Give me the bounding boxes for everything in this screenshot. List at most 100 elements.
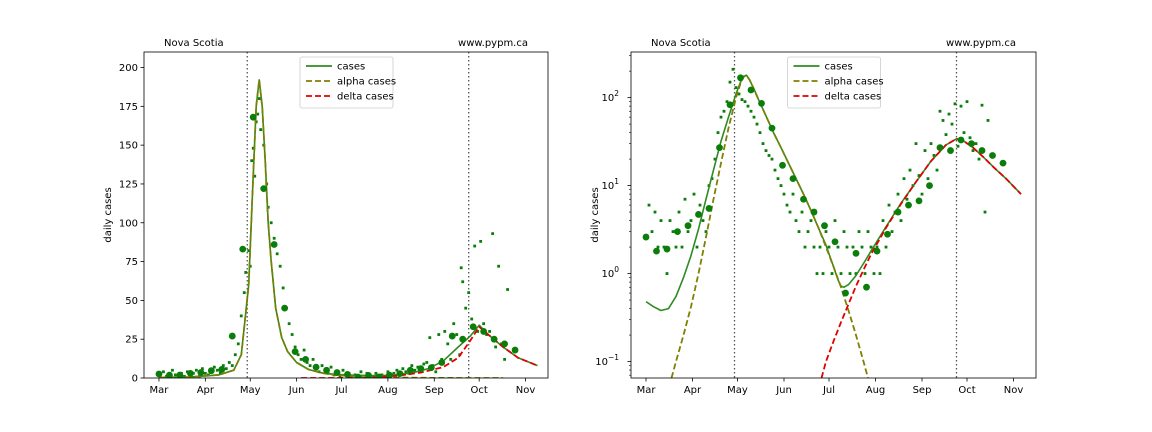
daily-point <box>479 239 483 243</box>
weekly-point <box>406 366 414 374</box>
daily-point <box>296 353 300 357</box>
daily-point <box>227 361 231 364</box>
legend-label: cases <box>825 62 853 73</box>
region-label: Nova Scotia <box>164 38 224 49</box>
daily-point <box>686 230 690 233</box>
daily-point <box>842 230 846 233</box>
daily-point <box>467 291 471 295</box>
daily-point <box>701 219 705 222</box>
daily-point <box>476 330 480 333</box>
x-tick-label: Oct <box>471 385 488 396</box>
weekly-point <box>427 364 435 371</box>
daily-point <box>779 184 783 187</box>
y-axis-label: daily cases <box>590 187 601 242</box>
daily-point <box>899 219 903 222</box>
legend-label: delta cases <box>337 92 394 103</box>
y-tick-label: 100 <box>601 265 619 280</box>
daily-point <box>482 322 486 326</box>
weekly-point <box>239 245 247 253</box>
weekly-point <box>323 366 330 374</box>
daily-point <box>920 192 924 196</box>
daily-point <box>704 230 708 233</box>
daily-point <box>719 115 723 119</box>
weekly-point <box>663 245 671 253</box>
daily-point <box>818 245 822 249</box>
weekly-point <box>968 140 975 148</box>
daily-point <box>392 371 396 375</box>
weekly-point <box>915 197 923 205</box>
weekly-point <box>459 335 467 343</box>
y-tick-label: 200 <box>119 63 138 74</box>
weekly-point <box>926 182 933 189</box>
weekly-point <box>894 208 902 216</box>
daily-point <box>503 357 507 361</box>
daily-point <box>752 115 756 119</box>
daily-point <box>233 353 237 357</box>
weekly-point <box>936 144 944 152</box>
daily-point <box>743 100 747 104</box>
daily-point <box>725 100 729 104</box>
daily-point <box>224 367 228 371</box>
weekly-point <box>490 335 498 343</box>
daily-point <box>737 92 741 96</box>
daily-point <box>902 177 906 181</box>
daily-point <box>731 67 735 71</box>
weekly-point <box>989 152 996 159</box>
daily-point <box>716 131 720 135</box>
daily-point <box>749 109 753 113</box>
daily-point <box>950 122 954 126</box>
legend-label: delta cases <box>825 92 882 103</box>
weekly-point <box>260 185 268 193</box>
daily-point <box>773 168 777 172</box>
x-tick-label: Nov <box>516 385 536 396</box>
daily-point <box>320 364 324 367</box>
daily-point <box>302 348 306 352</box>
daily-point <box>863 272 867 275</box>
daily-point <box>953 102 957 106</box>
daily-point <box>662 245 666 249</box>
y-tick-label: 101 <box>601 177 619 192</box>
y-tick-label: 125 <box>119 179 138 190</box>
daily-point <box>668 219 672 222</box>
source-label: www.pypm.ca <box>458 38 528 49</box>
y-tick-label: 100 <box>119 218 138 229</box>
daily-point <box>959 104 963 108</box>
daily-point <box>485 333 489 336</box>
daily-point <box>281 286 285 290</box>
weekly-point <box>737 74 744 82</box>
weekly-point <box>705 205 713 212</box>
x-tick-label: Apr <box>684 385 702 396</box>
x-tick-label: Mar <box>637 385 657 396</box>
x-tick-label: Sep <box>913 385 932 396</box>
daily-point <box>683 197 687 201</box>
daily-point <box>935 168 939 172</box>
y-tick-label: 75 <box>125 257 138 268</box>
weekly-point <box>511 346 519 354</box>
alpha-cases-line <box>670 74 869 378</box>
daily-point <box>464 306 468 310</box>
legend-box <box>787 56 881 109</box>
x-tick-label: May <box>240 385 261 396</box>
weekly-point <box>821 222 828 230</box>
daily-point <box>239 314 243 318</box>
daily-point <box>275 252 279 256</box>
weekly-point <box>800 195 807 203</box>
daily-point <box>230 364 234 367</box>
y-tick-label: 10−1 <box>595 353 619 368</box>
weekly-point <box>302 355 309 363</box>
weekly-point <box>228 332 236 340</box>
daily-point <box>218 371 222 375</box>
daily-point <box>977 157 981 161</box>
daily-point <box>259 128 263 132</box>
weekly-point <box>789 175 797 183</box>
daily-point <box>764 149 768 152</box>
plot-area <box>642 52 1022 378</box>
weekly-point <box>396 370 404 378</box>
daily-point <box>680 245 684 249</box>
weekly-point <box>684 222 692 230</box>
daily-point <box>488 330 492 333</box>
weekly-point <box>365 371 372 378</box>
daily-point <box>692 192 696 196</box>
daily-point <box>986 119 990 122</box>
